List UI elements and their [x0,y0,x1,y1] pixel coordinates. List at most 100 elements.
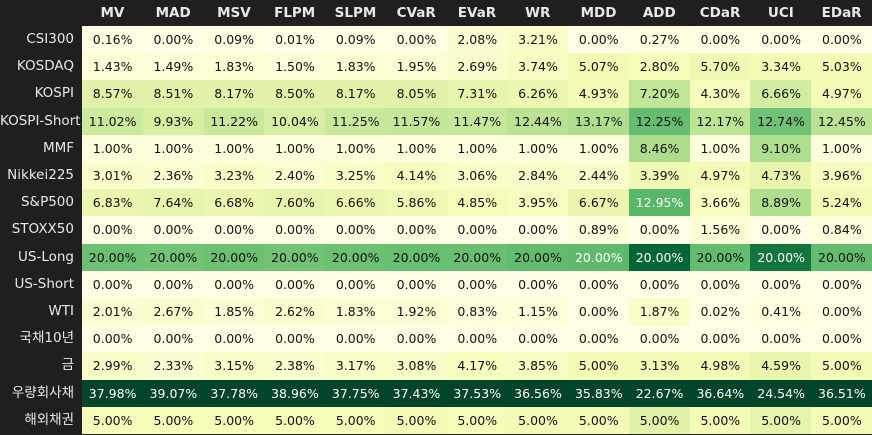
heatmap-cell: 0.00% [385,325,448,353]
heatmap-cell: 2.01% [82,298,144,326]
row-header: WTI [48,303,74,319]
heatmap-cell: 3.34% [750,53,812,81]
heatmap-cell: 2.38% [264,352,326,381]
heatmap-cell: 3.13% [628,352,691,381]
row-header: KOSPI [34,85,74,102]
heatmap-cell: 1.00% [264,134,326,163]
heatmap-cell: 20.00% [203,243,265,272]
heatmap-cell: 8.89% [750,189,812,217]
heatmap-cell: 1.83% [325,53,387,81]
heatmap-cell: 3.74% [507,53,569,81]
heatmap-cell: 1.00% [142,134,205,163]
column-header: WR [525,5,551,21]
heatmap-cell: 1.85% [203,298,265,326]
row-header: 우량회사채 [11,384,74,401]
heatmap-cell: 0.00% [811,26,872,54]
heatmap-cell: 4.30% [689,80,751,109]
heatmap-cell: 20.00% [568,243,630,272]
heatmap-cell: 7.64% [142,189,205,217]
heatmap-cell: 1.00% [811,134,872,163]
heatmap-cell: 2.40% [264,162,326,190]
heatmap-cell: 0.01% [264,26,326,54]
heatmap-cell: 7.31% [446,80,508,109]
heatmap-cell: 1.87% [628,298,691,326]
heatmap-cell: 1.50% [264,53,326,81]
heatmap-cell: 5.00% [811,406,872,435]
heatmap-cell: 1.00% [203,134,265,163]
heatmap-cell: 3.17% [325,352,387,381]
heatmap-cell: 0.00% [689,26,751,54]
heatmap-cell: 0.00% [325,216,387,245]
heatmap-cell: 5.00% [811,352,872,381]
heatmap-cell: 20.00% [507,243,569,272]
heatmap-cell: 4.85% [446,189,508,217]
heatmap-cell: 3.25% [325,162,387,190]
heatmap-cell: 37.75% [325,379,387,408]
heatmap-cell: 11.25% [325,107,387,136]
heatmap-cell: 0.27% [628,26,691,54]
heatmap-cell: 0.00% [142,26,205,54]
heatmap-cell: 3.95% [507,189,569,217]
heatmap-cell: 8.05% [385,80,448,109]
column-header: MV [100,5,125,21]
heatmap-cell: 20.00% [325,243,387,272]
heatmap-cell: 5.00% [203,406,265,435]
heatmap-cell: 0.00% [628,325,691,353]
heatmap-cell: 11.22% [203,107,265,136]
column-header: ADD [642,5,676,21]
column-header: MDD [580,5,617,21]
heatmap-cell: 0.00% [264,325,326,353]
heatmap-cell: 1.43% [82,53,144,81]
heatmap-cell: 9.93% [142,107,205,136]
heatmap-cell: 12.74% [750,107,812,136]
heatmap-cell: 8.50% [264,80,326,109]
heatmap-cell: 3.08% [385,352,448,381]
heatmap-cell: 0.00% [811,298,872,326]
heatmap-cell: 1.00% [325,134,387,163]
heatmap-cell: 1.83% [203,53,265,81]
heatmap-cell: 6.67% [568,189,630,217]
heatmap-cell: 20.00% [446,243,508,272]
heatmap-cell: 13.17% [568,107,630,136]
heatmap-cell: 5.07% [568,53,630,81]
heatmap-cell: 0.09% [325,26,387,54]
heatmap-cell: 4.59% [750,352,812,381]
heatmap-cell: 1.00% [689,134,751,163]
heatmap-cell: 5.00% [82,406,144,435]
heatmap-cell: 5.00% [750,406,812,435]
heatmap-cell: 6.66% [750,80,812,109]
heatmap-cell: 0.00% [142,325,205,353]
heatmap-cell: 0.00% [628,216,691,245]
heatmap-cell: 36.64% [689,379,751,408]
heatmap-cell: 22.67% [628,379,691,408]
heatmap-cell: 5.24% [811,189,872,217]
column-header: FLPM [274,5,316,21]
heatmap-cell: 11.47% [446,107,508,136]
heatmap-cell: 0.00% [385,216,448,245]
heatmap-cell: 5.00% [568,352,630,381]
heatmap-cell: 8.51% [142,80,205,109]
heatmap-cell: 1.00% [507,134,569,163]
heatmap-cell: 20.00% [142,243,205,272]
heatmap-cell: 37.78% [203,379,265,408]
heatmap-cell: 0.00% [750,270,812,299]
heatmap-cell: 0.00% [689,270,751,299]
heatmap-cell: 0.00% [750,26,812,54]
heatmap-cell: 5.70% [689,53,751,81]
heatmap-cell: 9.10% [750,134,812,163]
heatmap-cell: 0.84% [811,216,872,245]
heatmap-cell: 37.43% [385,379,448,408]
heatmap-cell: 2.62% [264,298,326,326]
heatmap-cell: 0.00% [82,270,144,299]
heatmap-cell: 20.00% [811,243,872,272]
heatmap-cell: 3.21% [507,26,569,54]
heatmap-cell: 0.00% [446,325,508,353]
heatmap-cell: 10.04% [264,107,326,136]
heatmap-cell: 0.00% [750,325,812,353]
heatmap-cell: 6.26% [507,80,569,109]
column-header: CDaR [699,5,741,21]
row-header: 해외채권 [24,411,74,428]
heatmap-cell: 5.00% [446,406,508,435]
heatmap-cell: 37.53% [446,379,508,408]
heatmap-cell: 0.00% [142,216,205,245]
